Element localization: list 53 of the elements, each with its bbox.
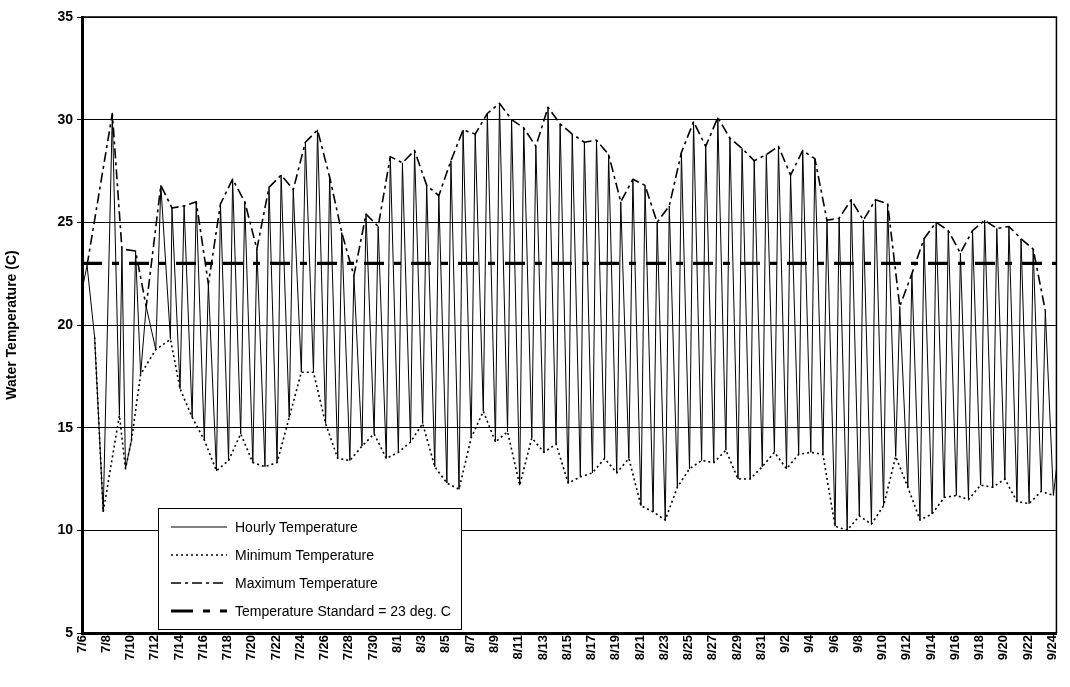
x-tick-label: 7/26 <box>316 635 332 661</box>
y-tick-label: 15 <box>57 418 74 435</box>
y-tick-label: 30 <box>57 110 74 127</box>
x-tick-label: 7/12 <box>146 635 162 661</box>
x-tick-label: 7/24 <box>291 634 307 661</box>
legend-label: Temperature Standard = 23 deg. C <box>235 603 451 619</box>
x-tick-label: 9/4 <box>801 634 817 654</box>
y-tick-label: 20 <box>57 315 74 332</box>
x-tick-label: 9/14 <box>922 634 938 661</box>
legend-label: Hourly Temperature <box>235 519 358 535</box>
x-tick-label: 8/23 <box>655 635 671 661</box>
x-tick-label: 8/21 <box>631 635 647 661</box>
x-tick-label: 8/27 <box>704 635 720 661</box>
legend-label: Maximum Temperature <box>235 575 378 591</box>
y-tick-label: 10 <box>57 521 74 538</box>
x-tick-label: 7/8 <box>97 635 113 654</box>
x-tick-label: 7/30 <box>364 635 380 661</box>
x-tick-label: 9/24 <box>1043 634 1059 661</box>
x-tick-label: 9/22 <box>1019 635 1035 661</box>
x-tick-label: 9/16 <box>946 635 962 661</box>
x-tick-label: 8/29 <box>728 635 744 661</box>
x-tick-label: 8/11 <box>510 635 526 660</box>
legend-label: Minimum Temperature <box>235 547 375 563</box>
x-tick-label: 7/18 <box>219 635 235 661</box>
x-tick-label: 9/2 <box>777 635 793 654</box>
x-tick-label: 8/17 <box>583 635 599 661</box>
x-tick-label: 9/8 <box>849 635 865 654</box>
x-tick-label: 7/14 <box>170 634 186 661</box>
x-tick-label: 8/31 <box>752 635 768 661</box>
x-tick-label: 8/13 <box>534 635 550 661</box>
x-tick-label: 8/7 <box>461 635 477 654</box>
x-tick-label: 8/25 <box>680 635 696 661</box>
x-tick-label: 8/9 <box>485 635 501 654</box>
x-tick-label: 7/20 <box>243 635 259 661</box>
x-tick-label: 9/10 <box>874 635 890 661</box>
x-tick-label: 7/16 <box>194 635 210 661</box>
x-tick-label: 7/22 <box>267 635 283 661</box>
x-tick-label: 8/3 <box>413 635 429 654</box>
x-tick-label: 9/6 <box>825 635 841 654</box>
x-tick-label: 7/10 <box>122 635 138 661</box>
x-tick-label: 8/1 <box>388 635 404 654</box>
x-tick-label: 9/12 <box>898 635 914 661</box>
y-tick-label: 5 <box>65 623 74 640</box>
y-tick-label: 25 <box>57 213 74 230</box>
x-tick-label: 8/15 <box>558 635 574 661</box>
x-tick-label: 9/20 <box>995 635 1011 661</box>
y-axis-title: Water Temperature (C) <box>3 250 20 400</box>
x-tick-label: 8/5 <box>437 635 453 654</box>
x-tick-label: 7/28 <box>340 635 356 661</box>
x-tick-label: 8/19 <box>607 635 623 661</box>
x-tick-label: 9/18 <box>971 635 987 661</box>
x-tick-label: 7/6 <box>73 635 89 654</box>
y-tick-label: 35 <box>57 7 74 24</box>
